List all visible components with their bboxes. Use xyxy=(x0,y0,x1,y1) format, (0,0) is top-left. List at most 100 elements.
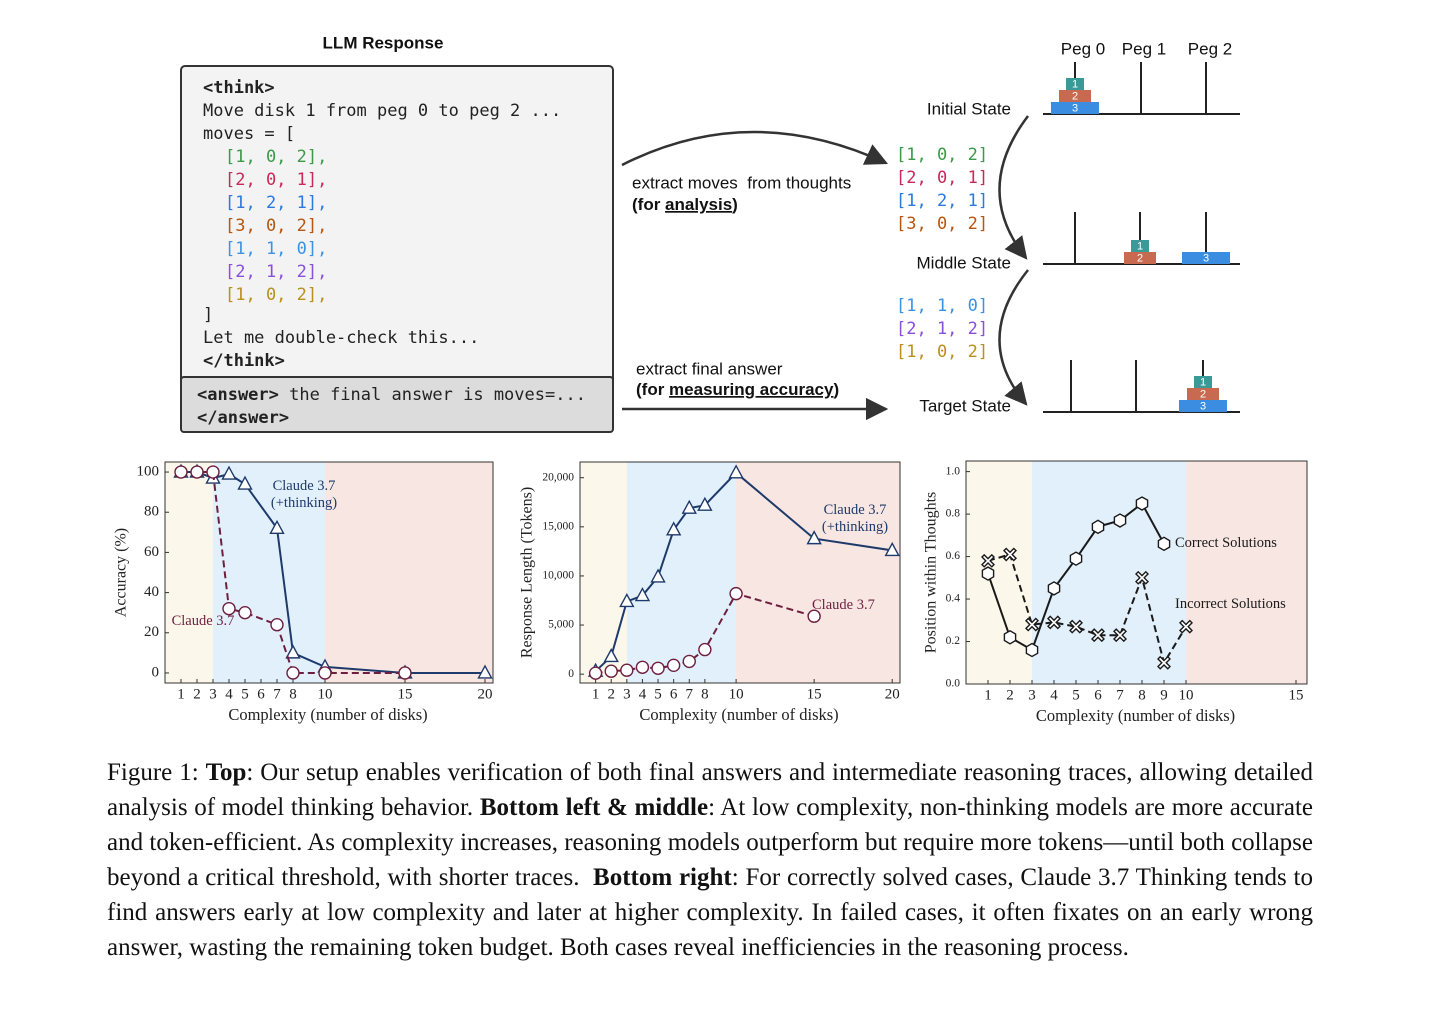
note-part: analysis xyxy=(665,195,732,214)
x-axis-label: Complexity (number of disks) xyxy=(1036,706,1235,725)
point xyxy=(206,465,220,479)
region xyxy=(165,462,213,683)
point xyxy=(1003,629,1017,645)
answer-tag: <answer> xyxy=(197,385,279,405)
peg-label: Peg 0 xyxy=(1061,39,1105,58)
caption-bold: Top xyxy=(205,759,247,786)
y-tick-label: 0.4 xyxy=(946,593,961,605)
x-tick-label: 5 xyxy=(654,686,662,702)
caption-bold: Bottom left & middle xyxy=(479,794,709,821)
x-tick-label: 15 xyxy=(398,686,413,702)
point xyxy=(1025,617,1039,632)
y-tick-label: 100 xyxy=(137,463,160,479)
point xyxy=(1003,547,1017,562)
x-tick-label: 20 xyxy=(885,686,900,702)
x-tick-label: 10 xyxy=(729,686,744,702)
point xyxy=(1179,619,1193,634)
disk-label: 2 xyxy=(1200,388,1206,400)
point xyxy=(697,496,713,511)
x-tick-label: 4 xyxy=(639,686,647,702)
series-label-box: Claude 3.7 (+thinking) xyxy=(271,478,337,511)
move: [3, 0, 2], xyxy=(225,216,327,236)
code-line: </think> xyxy=(203,351,285,371)
x-tick-label: 8 xyxy=(289,686,297,702)
point xyxy=(807,609,821,623)
point xyxy=(285,644,301,659)
point xyxy=(1025,642,1039,658)
x-tick-label: 8 xyxy=(701,686,709,702)
series-line xyxy=(987,553,1187,666)
x-tick-label: 6 xyxy=(670,686,678,702)
x-tick-label: 2 xyxy=(193,686,201,702)
caption-bold: Bottom right xyxy=(593,864,732,891)
note-part: measuring accuracy xyxy=(669,380,834,399)
note-part: ) xyxy=(732,195,738,214)
y-tick-label: 1.0 xyxy=(946,465,961,477)
move: [1, 0, 2], xyxy=(225,147,327,167)
region xyxy=(1032,461,1186,684)
point xyxy=(190,465,204,479)
disk xyxy=(1131,240,1149,252)
point xyxy=(620,663,634,677)
x-tick-label: 1 xyxy=(592,686,600,702)
x-tick-label: 6 xyxy=(1094,687,1102,703)
chart: 1 2 3 4 5 6 7 8 10 15 20 0 5,000 10,000 15,000 20,000 Co… xyxy=(519,461,901,724)
y-tick-label: 0 xyxy=(152,664,160,680)
figure: LLM Response <think> Move disk 1 from pe… xyxy=(113,33,1308,725)
point xyxy=(269,519,285,534)
y-tick-label: 5,000 xyxy=(548,619,574,631)
note-part: (for xyxy=(636,380,669,399)
y-tick-label: 60 xyxy=(144,544,159,560)
point xyxy=(665,521,682,536)
point xyxy=(666,658,681,673)
y-tick-label: 0.0 xyxy=(946,678,961,690)
y-tick-label: 0 xyxy=(568,668,574,680)
peg-label: Peg 1 xyxy=(1122,39,1166,58)
disk-label: 1 xyxy=(1072,78,1078,90)
answer-line: <answer> the final answer is moves=... xyxy=(197,385,586,405)
x-tick-label: 7 xyxy=(1116,687,1124,703)
y-tick-label: 0.6 xyxy=(946,550,961,562)
point xyxy=(1157,655,1171,670)
point xyxy=(238,605,252,620)
disk xyxy=(1059,90,1091,102)
y-tick-label: 40 xyxy=(144,584,159,600)
x-tick-label: 10 xyxy=(1179,687,1194,703)
series-line xyxy=(181,471,405,674)
y-axis-label: Position within Thoughts xyxy=(923,492,940,654)
point xyxy=(1069,619,1083,634)
caption-text: : Our setup enables verification of both… xyxy=(107,759,1320,821)
series-line xyxy=(595,592,815,675)
point xyxy=(477,664,493,679)
series-label-box: Incorrect Solutions xyxy=(1175,596,1286,612)
point xyxy=(603,648,619,663)
caption-text: Figure 1: xyxy=(107,759,206,786)
x-tick-label: 2 xyxy=(1006,687,1014,703)
x-tick-label: 5 xyxy=(1072,687,1080,703)
point xyxy=(237,475,253,490)
y-tick-label: 10,000 xyxy=(542,570,574,582)
x-tick-label: 5 xyxy=(241,686,249,702)
answer-box xyxy=(180,376,614,433)
region xyxy=(736,462,900,683)
point xyxy=(729,586,743,601)
y-tick-label: 20,000 xyxy=(542,471,574,483)
point xyxy=(884,541,900,557)
plot-frame xyxy=(579,461,901,684)
code-line: <think> xyxy=(203,78,275,98)
region xyxy=(325,462,493,683)
y-tick-label: 80 xyxy=(144,504,159,520)
chart: 1 2 3 4 5 6 7 8 10 15 20 0 20 40 60 80 100 Complexity (nu… xyxy=(113,461,494,724)
x-tick-label: 2 xyxy=(607,686,615,702)
x-tick-label: 4 xyxy=(225,686,233,702)
extracted-move: [1, 1, 0] xyxy=(896,296,988,316)
arrow xyxy=(998,115,1029,260)
point xyxy=(650,568,666,583)
arrow-label: extract final answer xyxy=(636,359,783,378)
chart: 1 2 3 4 5 6 7 8 9 10 15 0.0 0.2 0.4 0.6 0.8 1.0 Complexit… xyxy=(923,460,1308,725)
extracted-move: [3, 0, 2] xyxy=(896,214,988,234)
point xyxy=(1113,628,1127,643)
point xyxy=(221,465,237,480)
code-line: Move disk 1 from peg 0 to peg 2 ... xyxy=(203,101,561,121)
extracted-move: [1, 0, 2] xyxy=(896,145,988,165)
